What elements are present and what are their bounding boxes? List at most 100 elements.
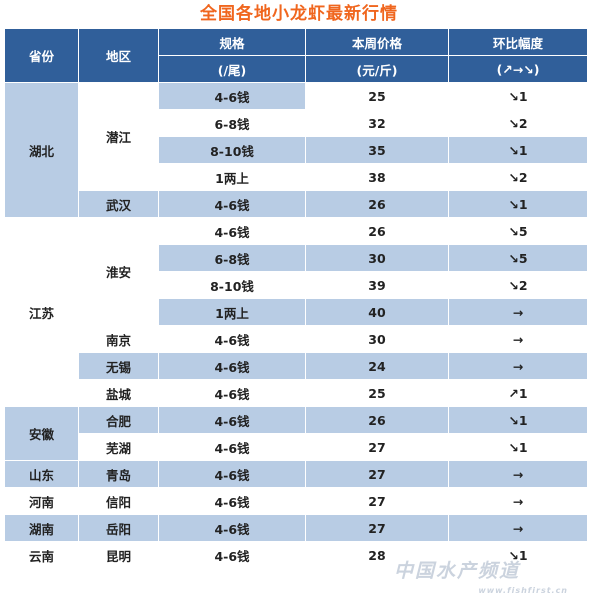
region-cell: 昆明: [78, 541, 159, 569]
price-cell: 39: [305, 271, 449, 299]
change-cell: ↘1: [448, 406, 588, 434]
header-unit-row: (/尾) (元/斤) (↗→↘): [5, 55, 588, 83]
header-change: 环比幅度: [448, 28, 588, 56]
change-cell: →: [448, 487, 588, 515]
header-province: 省份: [4, 28, 79, 83]
change-cell: ↘1: [448, 136, 588, 164]
table-row: 无锡 4-6钱 24 →: [5, 352, 588, 380]
region-cell: 芜湖: [78, 433, 159, 461]
change-cell: ↘5: [448, 244, 588, 272]
change-cell: →: [448, 325, 588, 353]
price-cell: 35: [305, 136, 449, 164]
price-cell: 25: [305, 82, 449, 110]
change-cell: ↘5: [448, 217, 588, 245]
spec-cell: 4-6钱: [158, 541, 306, 569]
province-cell: 河南: [4, 487, 79, 515]
price-cell: 24: [305, 352, 449, 380]
spec-cell: 8-10钱: [158, 271, 306, 299]
table-row: 云南 昆明 4-6钱 28 ↘1: [4, 541, 588, 569]
province-cell: 湖北: [4, 82, 79, 218]
province-cell: 江苏: [4, 217, 79, 407]
header-price-unit: (元/斤): [305, 55, 449, 83]
province-cell: 安徽: [4, 406, 79, 461]
price-cell: 38: [305, 163, 449, 191]
table-row: 8-10钱 35 ↘1: [5, 136, 588, 164]
change-cell: ↘2: [448, 271, 588, 299]
price-cell: 32: [305, 109, 449, 137]
price-cell: 25: [305, 379, 449, 407]
spec-cell: 4-6钱: [158, 190, 306, 218]
province-cell: 山东: [4, 460, 79, 488]
header-spec-unit: (/尾): [158, 55, 306, 83]
price-cell: 27: [305, 460, 449, 488]
change-cell: ↘1: [448, 433, 588, 461]
table-body: 湖北 潜江 4-6钱 25 ↘1 6-8钱 32 ↘2 8-10钱 35 ↘1 …: [4, 82, 588, 569]
region-cell: 南京: [78, 325, 159, 353]
region-cell: 武汉: [78, 190, 159, 218]
table-row: 武汉 4-6钱 26 ↘1: [5, 190, 588, 218]
page-title: 全国各地小龙虾最新行情: [200, 4, 398, 24]
region-cell: 盐城: [78, 379, 159, 407]
header-region: 地区: [78, 28, 159, 83]
change-cell: →: [448, 352, 588, 380]
change-cell: ↘1: [448, 82, 588, 110]
price-cell: 28: [305, 541, 449, 569]
change-cell: ↘1: [448, 190, 588, 218]
spec-cell: 8-10钱: [158, 136, 306, 164]
change-cell: →: [448, 298, 588, 326]
table-row: 安徽 合肥 4-6钱 26 ↘1: [4, 406, 588, 461]
header-row: 省份 地区 规格 本周价格 环比幅度: [4, 28, 588, 83]
price-cell: 27: [305, 487, 449, 515]
table-row: 山东 青岛 4-6钱 27 →: [4, 460, 588, 488]
header-change-legend: (↗→↘): [448, 55, 588, 83]
change-cell: ↘2: [448, 163, 588, 191]
watermark-text: 中国水产频道: [394, 560, 521, 582]
region-cell: 潜江: [78, 82, 159, 191]
header-price: 本周价格: [305, 28, 449, 56]
spec-cell: 4-6钱: [158, 217, 306, 245]
spec-cell: 6-8钱: [158, 244, 306, 272]
table-row: 1两上 38 ↘2: [5, 163, 588, 191]
table-row: 1两上 40 →: [5, 298, 588, 326]
table-row: 南京 4-6钱 30 →: [5, 325, 588, 353]
region-cell: 信阳: [78, 487, 159, 515]
watermark-logo: 中国水产频道 www.fishfirst.cn: [394, 561, 584, 595]
price-table: 省份 地区 规格 本周价格 环比幅度 (/尾) (元/斤) (↗→↘) 湖北 潜…: [4, 28, 588, 569]
spec-cell: 4-6钱: [158, 514, 306, 542]
spec-cell: 4-6钱: [158, 433, 306, 461]
spec-cell: 4-6钱: [158, 379, 306, 407]
region-cell: 无锡: [78, 352, 159, 380]
spec-cell: 4-6钱: [158, 352, 306, 380]
table-row: 芜湖 4-6钱 27 ↘1: [5, 433, 588, 461]
change-cell: →: [448, 514, 588, 542]
table-row: 江苏 淮安 4-6钱 26 ↘5: [4, 217, 588, 407]
province-cell: 湖南: [4, 514, 79, 542]
province-cell: 云南: [4, 541, 79, 569]
price-cell: 26: [305, 190, 449, 218]
watermark-url: www.fishfirst.cn: [478, 586, 568, 595]
spec-cell: 4-6钱: [158, 460, 306, 488]
region-cell: 青岛: [78, 460, 159, 488]
region-cell: 淮安: [78, 217, 159, 326]
table-row: 河南 信阳 4-6钱 27 →: [4, 487, 588, 515]
table-row: 6-8钱 32 ↘2: [5, 109, 588, 137]
price-cell: 27: [305, 514, 449, 542]
spec-cell: 4-6钱: [158, 406, 306, 434]
change-cell: →: [448, 460, 588, 488]
table-row: 6-8钱 30 ↘5: [5, 244, 588, 272]
table-row: 湖北 潜江 4-6钱 25 ↘1: [4, 82, 588, 218]
price-cell: 27: [305, 433, 449, 461]
table-row: 湖南 岳阳 4-6钱 27 →: [4, 514, 588, 542]
change-cell: ↘1: [448, 541, 588, 569]
change-cell: ↗1: [448, 379, 588, 407]
price-cell: 26: [305, 406, 449, 434]
region-cell: 合肥: [78, 406, 159, 434]
spec-cell: 4-6钱: [158, 82, 306, 110]
price-cell: 40: [305, 298, 449, 326]
spec-cell: 6-8钱: [158, 109, 306, 137]
price-cell: 26: [305, 217, 449, 245]
price-cell: 30: [305, 244, 449, 272]
change-cell: ↘2: [448, 109, 588, 137]
table-row: 盐城 4-6钱 25 ↗1: [5, 379, 588, 407]
spec-cell: 1两上: [158, 298, 306, 326]
